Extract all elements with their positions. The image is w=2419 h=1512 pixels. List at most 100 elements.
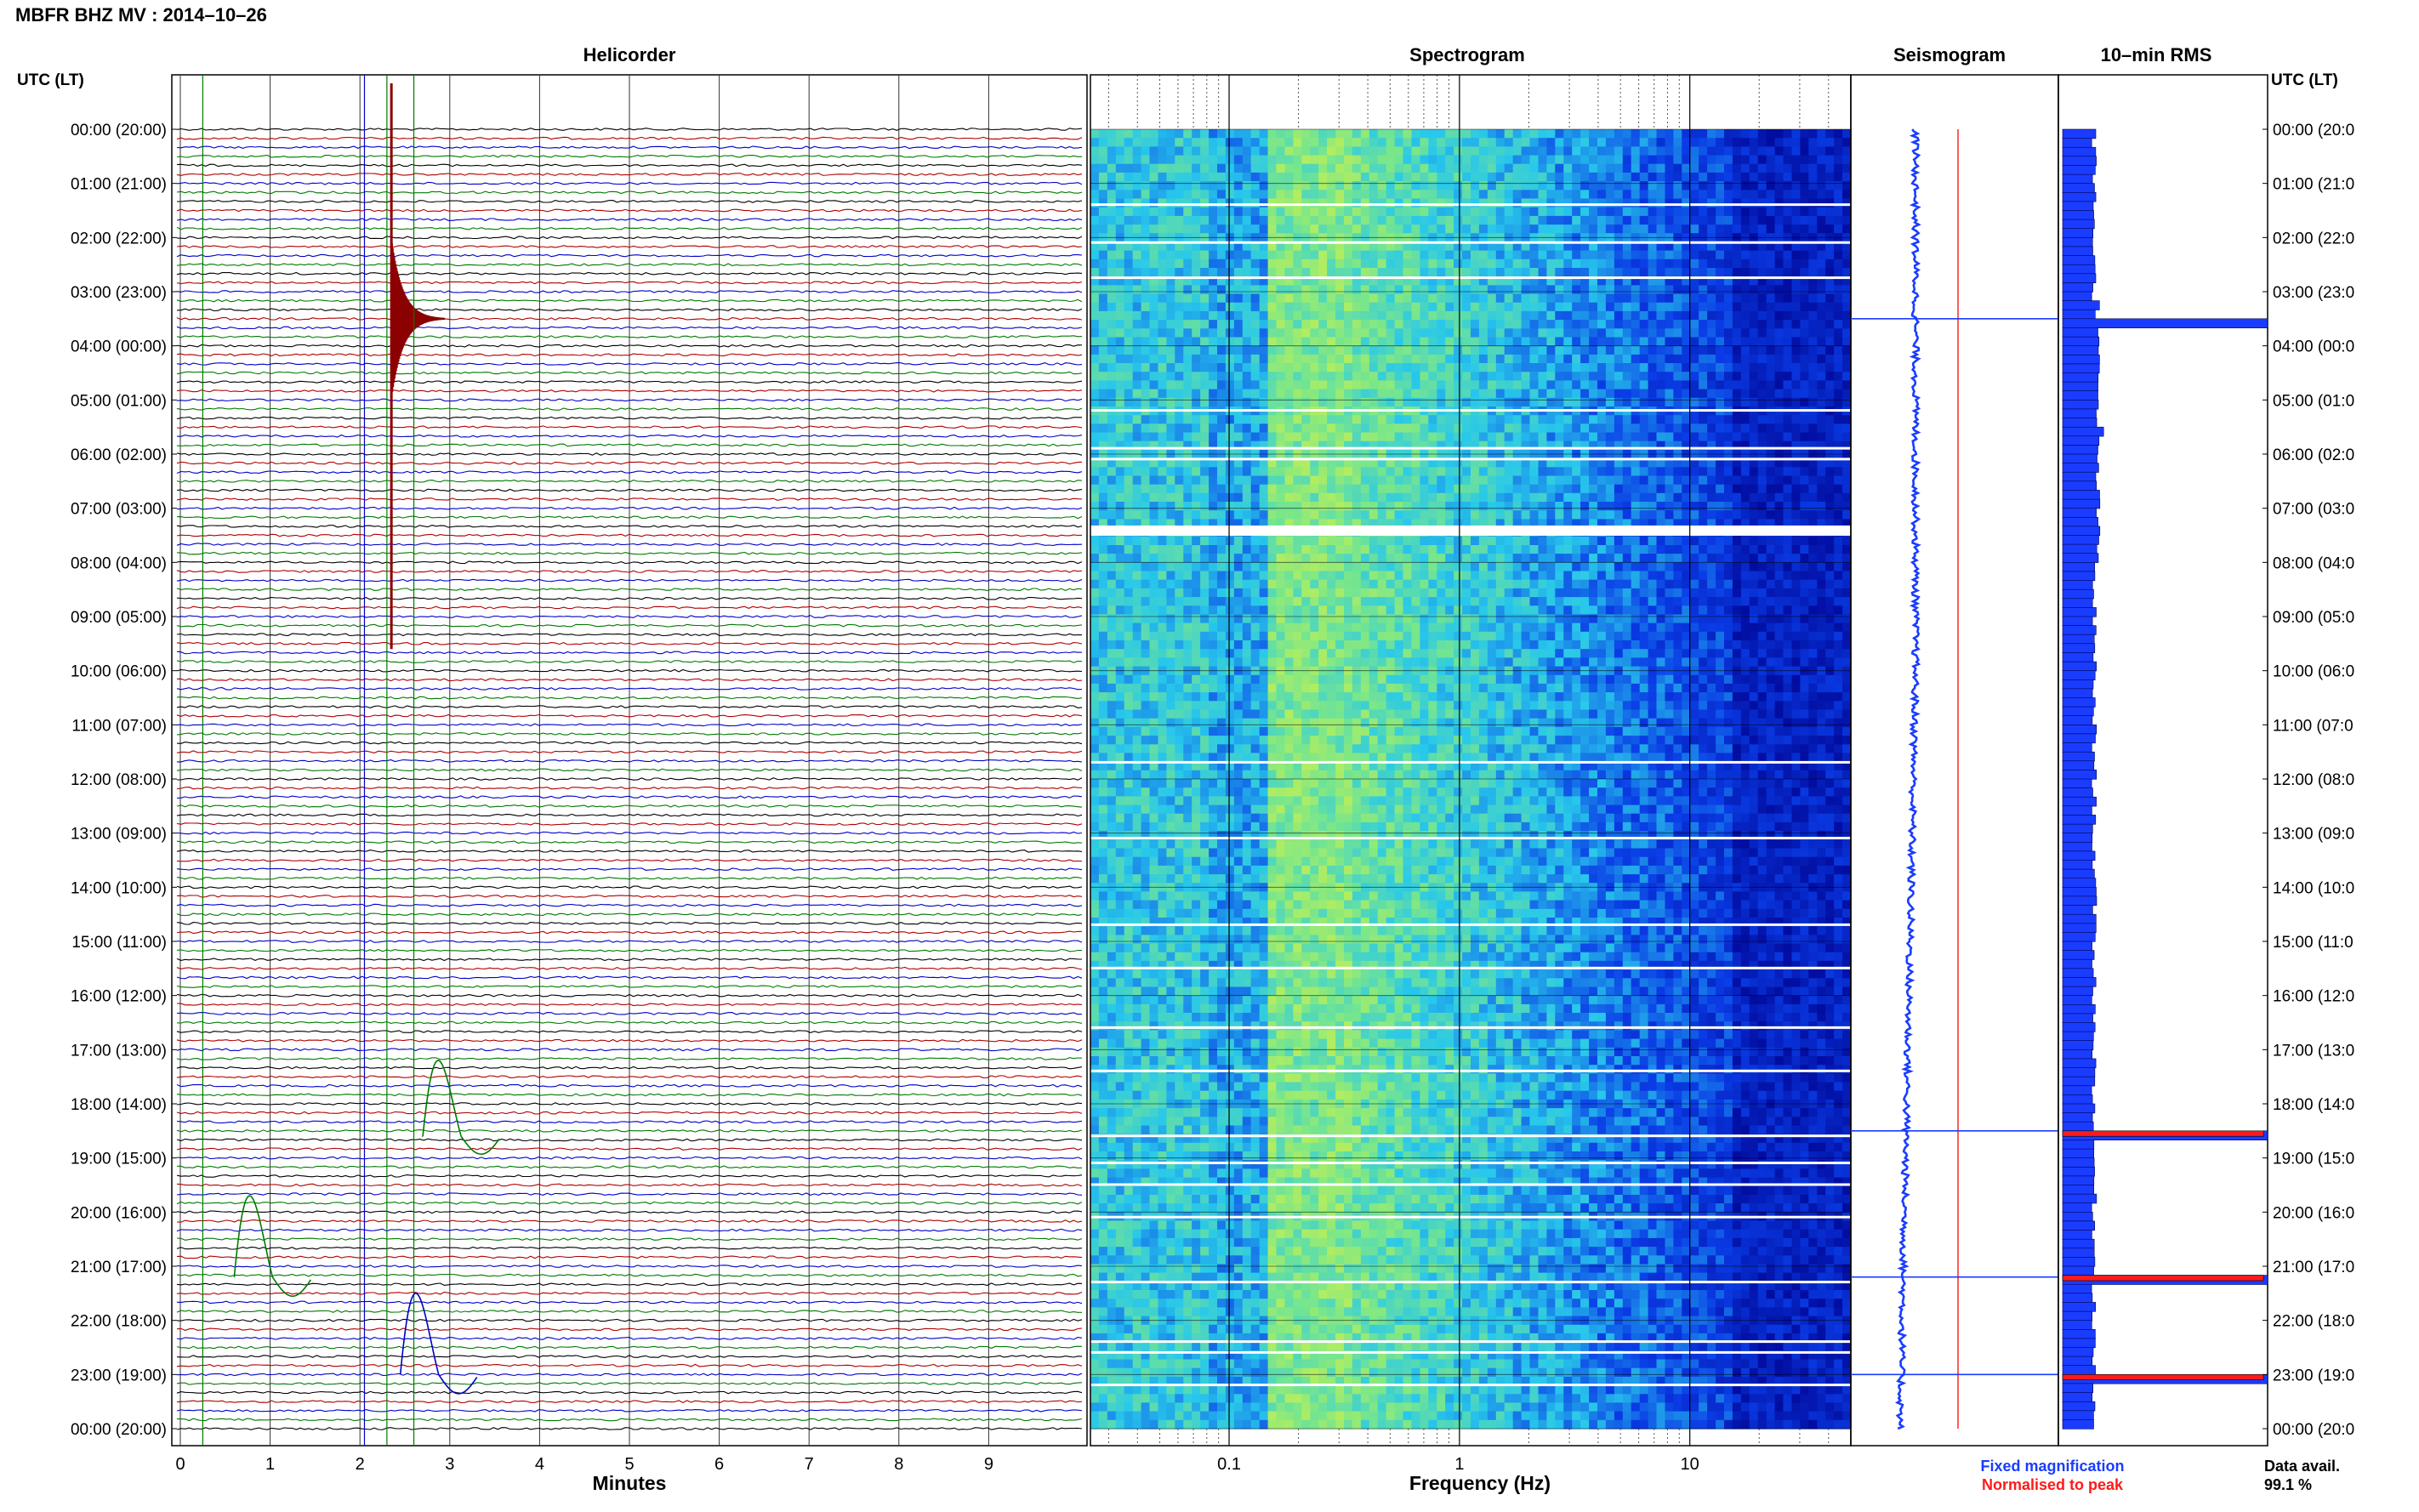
spectrogram-cell [1158, 328, 1167, 338]
spectrogram-cell [1276, 155, 1285, 165]
spectrogram-cell [1225, 1185, 1235, 1196]
spectrogram-cell [1124, 605, 1134, 616]
helicorder-trace [176, 560, 1083, 565]
spectrogram-cell [1200, 918, 1210, 927]
spectrogram-cell [1124, 622, 1134, 633]
spectrogram-cell [1310, 761, 1319, 771]
spectrogram-cell [1217, 1324, 1227, 1334]
spectrogram-cell [1276, 804, 1285, 815]
spectrogram-cell [1276, 250, 1285, 260]
spectrogram-cell [1242, 1177, 1252, 1187]
spectrogram-cell [1090, 1376, 1100, 1386]
spectrogram-cell [1233, 562, 1244, 572]
helicorder-trace [176, 1255, 1083, 1259]
spectrogram-cell [1276, 1125, 1285, 1135]
spectrogram-cell [1200, 310, 1210, 321]
spectrogram-cell [1158, 250, 1167, 260]
spectrogram-cell [1200, 363, 1210, 372]
spectrogram-cell [1141, 285, 1151, 295]
spectrogram-cell [1233, 761, 1244, 771]
spectrogram-cell [1301, 1419, 1311, 1430]
spectrogram-cell [1166, 1307, 1175, 1317]
spectrogram-cell [1192, 380, 1201, 390]
spectrogram-cell [1352, 328, 1362, 338]
spectrogram-cell [1293, 753, 1302, 763]
spectrogram-cell [1166, 190, 1175, 200]
spectrogram-cell [1352, 519, 1362, 529]
spectrogram-cell [1098, 1117, 1108, 1127]
spectrogram-cell [1301, 397, 1311, 407]
helicorder-trace [176, 154, 1083, 158]
spectrogram-cell [1310, 821, 1319, 832]
spectrogram-cell [1233, 874, 1244, 884]
spectrogram-cell [1259, 432, 1269, 442]
spectrogram-cell [1250, 1229, 1261, 1239]
spectrogram-cell [1149, 571, 1158, 581]
spectrogram-cell [1217, 726, 1227, 736]
spectrogram-cell [1192, 155, 1201, 165]
spectrogram-cell [1217, 268, 1227, 277]
spectrogram-cell [1115, 1299, 1125, 1308]
spectrogram-cell [1107, 1247, 1117, 1256]
spectrogram-cell [1310, 302, 1319, 312]
spectrogram-cell [1284, 622, 1294, 633]
spectrogram-cell [1141, 467, 1151, 477]
spectrogram-cell [1310, 510, 1319, 520]
spectrogram-cell [1267, 198, 1278, 208]
spectrogram-cell [1318, 1117, 1328, 1127]
spectrogram-cell [1293, 242, 1302, 252]
spectrogram-cell [1166, 1065, 1175, 1074]
spectrogram-cell [1327, 320, 1336, 329]
spectrogram-cell [1301, 1307, 1311, 1317]
spectrogram-cell [1217, 1342, 1227, 1351]
spectrogram-cell [1284, 1299, 1294, 1308]
spectrogram-cell [1183, 1255, 1192, 1265]
spectrogram-cell [1132, 129, 1142, 139]
spectrogram-cell [1141, 1255, 1151, 1265]
helicorder-trace [176, 1373, 1083, 1377]
spectrogram-cell [1267, 1367, 1278, 1378]
spectrogram-cell [1318, 1082, 1328, 1092]
spectrogram-cell [1217, 649, 1227, 658]
spectrogram-cell [1310, 1247, 1319, 1256]
spectrogram-cell [1200, 423, 1210, 434]
spectrogram-cell [1209, 1117, 1218, 1127]
spectrogram-cell [1209, 614, 1218, 624]
spectrogram-cell [1132, 207, 1142, 217]
spectrogram-cell [1250, 571, 1261, 581]
helicorder-trace [176, 1083, 1083, 1088]
spectrogram-cell [1098, 744, 1108, 754]
spectrogram-cell [1284, 172, 1294, 182]
spectrogram-cell [1115, 1229, 1125, 1239]
spectrogram-cell [1141, 744, 1151, 754]
spectrogram-cell [1200, 1290, 1210, 1299]
spectrogram-cell [1158, 1003, 1167, 1014]
spectrogram-cell [1318, 995, 1328, 1005]
spectrogram-cell [1233, 640, 1244, 650]
spectrogram-cell [1352, 1168, 1362, 1179]
spectrogram-cell [1284, 1394, 1294, 1404]
spectrogram-cell [1276, 1134, 1285, 1144]
helicorder-trace [176, 696, 1083, 700]
helicorder-trace [176, 1102, 1083, 1106]
spectrogram-cell [1344, 978, 1353, 988]
spectrogram-cell [1166, 302, 1175, 312]
spectrogram-cell [1098, 415, 1108, 424]
spectrogram-cell [1310, 207, 1319, 217]
spectrogram-cell [1115, 1030, 1125, 1040]
spectrogram-cell [1115, 562, 1125, 572]
spectrogram-cell [1115, 302, 1125, 312]
spectrogram-cell [1276, 796, 1285, 806]
spectrogram-cell [1318, 146, 1328, 156]
spectrogram-cell [1090, 1168, 1100, 1179]
spectrogram-cell [1090, 423, 1100, 434]
spectrogram-cell [1115, 372, 1125, 381]
spectrogram-cell [1259, 242, 1269, 252]
helicorder-trace [176, 1418, 1083, 1422]
spectrogram-cell [1225, 1047, 1235, 1057]
spectrogram-cell [1301, 1367, 1311, 1378]
spectrogram-cell [1158, 804, 1167, 815]
spectrogram-cell [1175, 935, 1184, 945]
spectrogram-cell [1335, 1117, 1345, 1127]
spectrogram-cell [1217, 155, 1227, 165]
